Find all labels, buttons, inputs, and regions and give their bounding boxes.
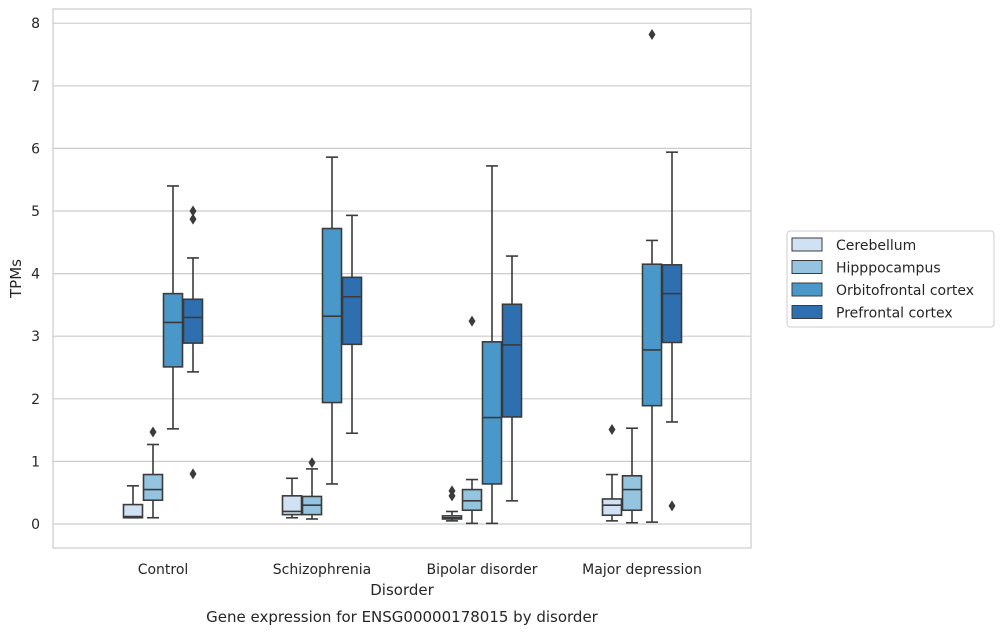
x-tick-label: Bipolar disorder — [426, 562, 537, 578]
legend-swatch — [791, 282, 823, 297]
box-1-0 — [142, 426, 164, 519]
y-tick-label: 1 — [31, 454, 40, 470]
outlier-point — [149, 426, 157, 438]
legend-label: Cerebellum — [836, 238, 916, 254]
legend-entries: Cerebellum Hipppocampus Orbitofrontal cort… — [791, 237, 974, 322]
legend-label: Hipppocampus — [836, 261, 941, 277]
legend-item: Orbitofrontal cortex — [791, 282, 974, 299]
legend: Cerebellum Hipppocampus Orbitofrontal cort… — [786, 230, 995, 328]
box-body — [641, 263, 663, 407]
box-0-0 — [122, 485, 144, 519]
y-tick-labels: 0 1 2 3 4 5 6 7 8 — [31, 16, 40, 533]
legend-item: Prefrontal cortex — [791, 305, 953, 322]
x-axis-label: Disorder — [370, 581, 434, 599]
outlier-point — [468, 315, 476, 327]
legend-frame — [786, 230, 995, 328]
legend-label: Orbitofrontal cortex — [836, 283, 974, 299]
box-3-3 — [661, 151, 683, 512]
box-0-2 — [441, 485, 463, 522]
outlier-point — [308, 457, 316, 469]
outlier-point — [608, 423, 616, 435]
plot-frame — [52, 8, 752, 549]
y-tick-label: 7 — [31, 79, 40, 95]
outlier-point — [668, 500, 676, 512]
box-body — [142, 473, 164, 502]
chart-caption: Gene expression for ENSG00000178015 by d… — [206, 608, 599, 626]
outlier-point — [189, 213, 197, 225]
box-body — [461, 488, 483, 512]
outlier-point — [448, 485, 456, 497]
box-1-2 — [461, 315, 483, 525]
box-body — [481, 341, 503, 485]
box-3-0 — [182, 205, 204, 480]
y-tick-label: 2 — [31, 392, 40, 408]
box-2-2 — [481, 165, 503, 525]
y-tick-label: 6 — [31, 141, 40, 157]
y-axis-label: TPMs — [7, 259, 25, 299]
legend-swatch — [791, 237, 823, 252]
legend-item: Hipppocampus — [791, 260, 941, 277]
box-0-1 — [281, 477, 303, 519]
box-1-3 — [621, 427, 643, 524]
y-tick-label: 8 — [31, 16, 40, 32]
y-tick-label: 3 — [31, 329, 40, 345]
box-body — [122, 503, 144, 519]
boxes — [122, 28, 683, 525]
y-tick-label: 5 — [31, 204, 40, 220]
box-0-3 — [601, 423, 623, 522]
box-body — [661, 264, 683, 344]
x-tick-label: Major depression — [582, 562, 702, 578]
box-body — [501, 303, 523, 418]
box-1-1 — [301, 457, 323, 520]
legend-label: Prefrontal cortex — [836, 306, 953, 322]
box-body — [341, 276, 363, 346]
legend-item: Cerebellum — [791, 237, 916, 254]
x-tick-label: Schizophrenia — [273, 562, 371, 578]
x-tick-label: Control — [138, 562, 189, 578]
box-body — [601, 498, 623, 517]
outlier-point — [648, 28, 656, 40]
y-tick-label: 4 — [31, 267, 40, 283]
box-2-1 — [321, 156, 343, 485]
outlier-point — [189, 468, 197, 480]
box-3-1 — [341, 214, 363, 435]
box-body — [621, 474, 643, 512]
box-body — [182, 298, 204, 344]
legend-swatch — [791, 305, 823, 319]
plot-background — [53, 9, 751, 548]
y-tick-label: 0 — [31, 517, 40, 533]
box-body — [281, 495, 303, 516]
box-2-3 — [641, 28, 663, 523]
box-body — [162, 292, 184, 368]
box-3-2 — [501, 255, 523, 502]
legend-swatch — [791, 260, 823, 274]
x-tick-labels: Control Schizophrenia Bipolar disorder Majo… — [138, 562, 702, 578]
outlier-point — [189, 205, 197, 217]
box-2-0 — [162, 185, 184, 430]
